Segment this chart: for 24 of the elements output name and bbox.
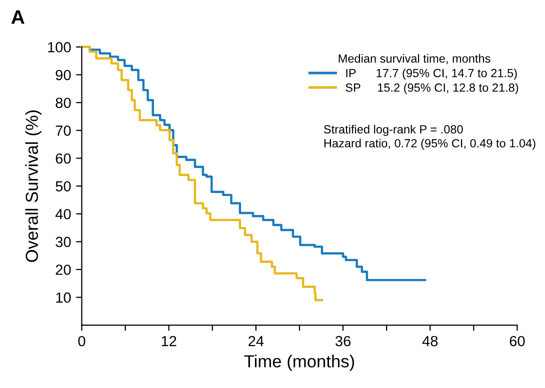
y-axis-title: Overall Survival (%) bbox=[25, 110, 42, 262]
x-tick-label: 48 bbox=[422, 336, 438, 346]
y-tick-label: 20 bbox=[56, 264, 71, 275]
legend-title: Median survival time, months bbox=[338, 54, 490, 64]
x-tick-label: 0 bbox=[78, 336, 86, 346]
x-tick-label: 60 bbox=[510, 336, 525, 346]
y-tick-label: 70 bbox=[56, 126, 71, 136]
annotation: Hazard ratio, 0.72 (95% CI, 0.49 to 1.04) bbox=[324, 138, 536, 150]
y-tick-label: 50 bbox=[56, 181, 71, 192]
y-tick-label: 40 bbox=[55, 208, 71, 220]
y-tick-label: 10 bbox=[56, 292, 71, 303]
x-tick-label: 12 bbox=[162, 336, 176, 346]
y-tick-label: 80 bbox=[56, 98, 71, 108]
y-tick-label: 30 bbox=[56, 236, 71, 248]
legend-label: SP 15.2 (95% CI, 12.8 to 21.8) bbox=[346, 83, 518, 94]
x-tick-label: 24 bbox=[248, 336, 264, 346]
annotation: Stratified log-rank P = .080 bbox=[324, 124, 463, 136]
legend-label: IP 17.7 (95% CI, 14.7 to 21.5) bbox=[346, 68, 517, 80]
y-tick-label: 60 bbox=[56, 153, 71, 164]
chart-title: A bbox=[11, 10, 24, 24]
y-tick-label: 100 bbox=[48, 42, 71, 52]
x-tick-label: 36 bbox=[335, 336, 350, 346]
y-tick-label: 90 bbox=[56, 70, 71, 80]
x-axis-title: Time (months) bbox=[244, 354, 354, 371]
